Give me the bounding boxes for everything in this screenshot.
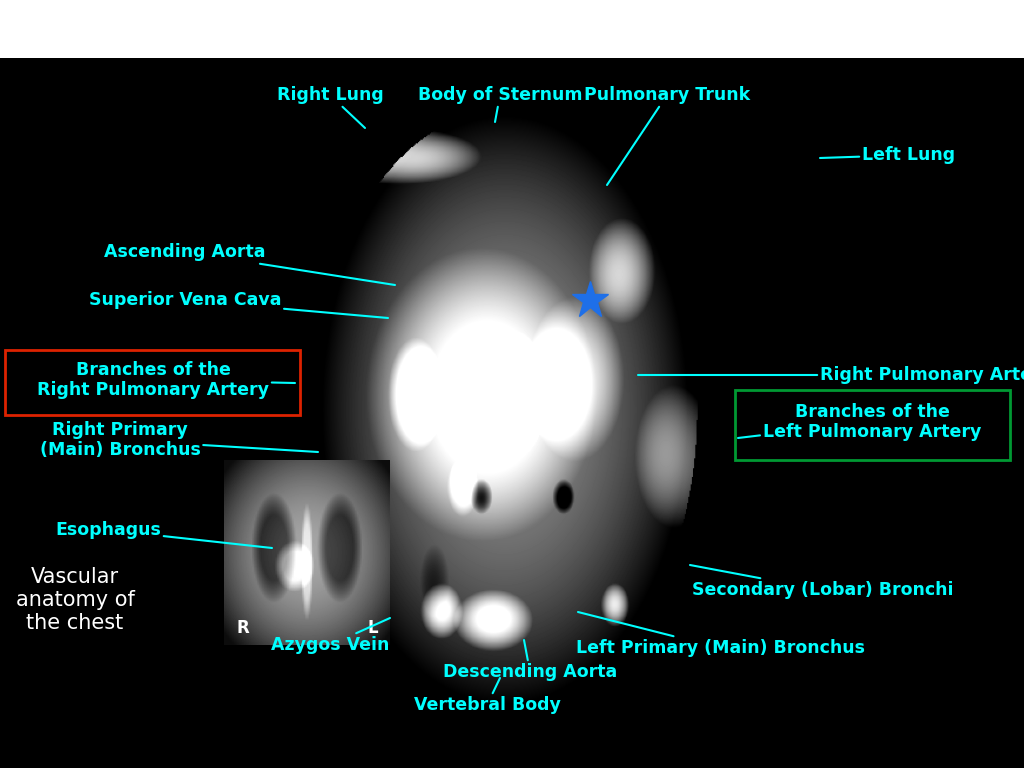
- Text: Superior Vena Cava: Superior Vena Cava: [89, 291, 388, 318]
- Text: Pulmonary Trunk: Pulmonary Trunk: [584, 86, 750, 185]
- Text: L: L: [368, 619, 378, 637]
- Text: Right Lung: Right Lung: [276, 86, 383, 128]
- Text: Vascular
anatomy of
the chest: Vascular anatomy of the chest: [15, 567, 134, 633]
- Text: Esophagus: Esophagus: [55, 521, 272, 548]
- Text: Branches of the
Left Pulmonary Artery: Branches of the Left Pulmonary Artery: [738, 402, 981, 442]
- Bar: [0, 0, 1024, 58]
- Text: Right Primary
(Main) Bronchus: Right Primary (Main) Bronchus: [40, 421, 318, 459]
- Bar: [5, 350, 300, 415]
- Text: Descending Aorta: Descending Aorta: [442, 640, 617, 681]
- Text: Secondary (Lobar) Bronchi: Secondary (Lobar) Bronchi: [690, 565, 953, 599]
- Text: Right Pulmonary Artery: Right Pulmonary Artery: [638, 366, 1024, 384]
- Text: Azygos Vein: Azygos Vein: [270, 618, 390, 654]
- Text: Branches of the
Right Pulmonary Artery: Branches of the Right Pulmonary Artery: [37, 361, 295, 399]
- Text: Left Lung: Left Lung: [820, 146, 955, 164]
- Text: Vertebral Body: Vertebral Body: [414, 678, 560, 714]
- Text: Body of Sternum: Body of Sternum: [418, 86, 583, 122]
- Text: R: R: [236, 619, 249, 637]
- Bar: [735, 390, 1010, 460]
- Text: Left Primary (Main) Bronchus: Left Primary (Main) Bronchus: [575, 612, 864, 657]
- Text: Ascending Aorta: Ascending Aorta: [104, 243, 395, 285]
